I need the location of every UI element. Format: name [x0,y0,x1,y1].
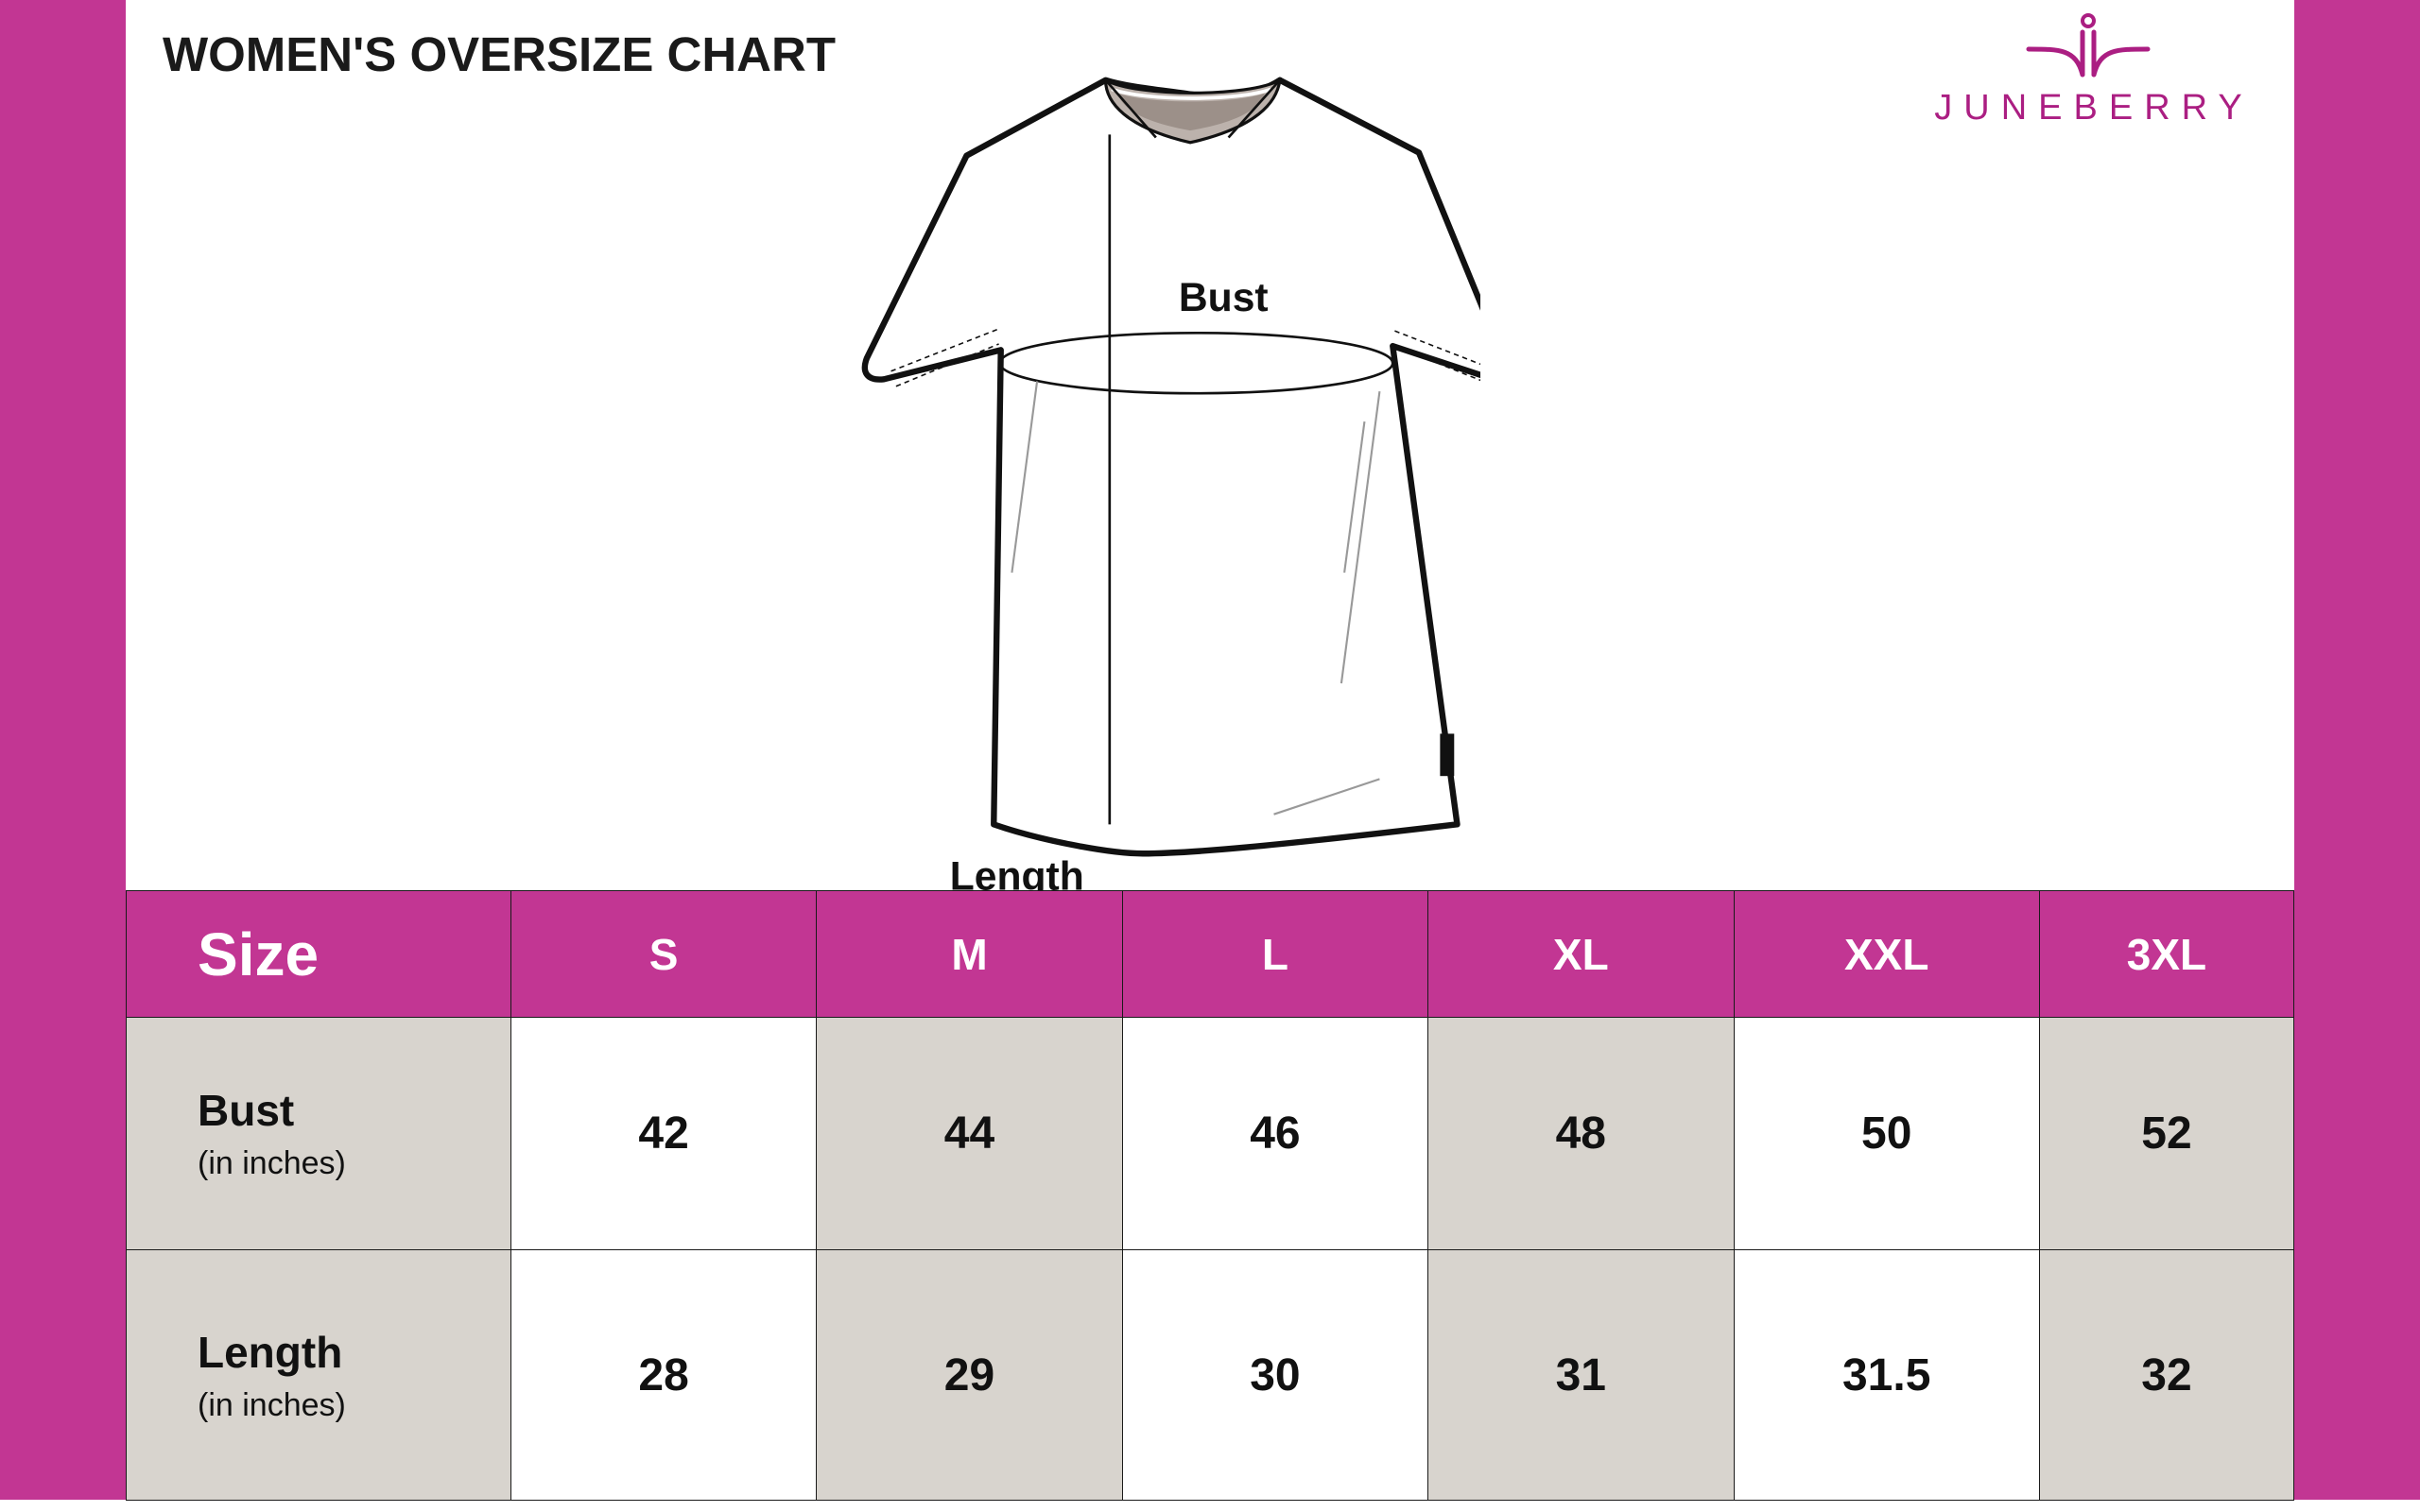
svg-text:Bust: Bust [1179,275,1269,320]
